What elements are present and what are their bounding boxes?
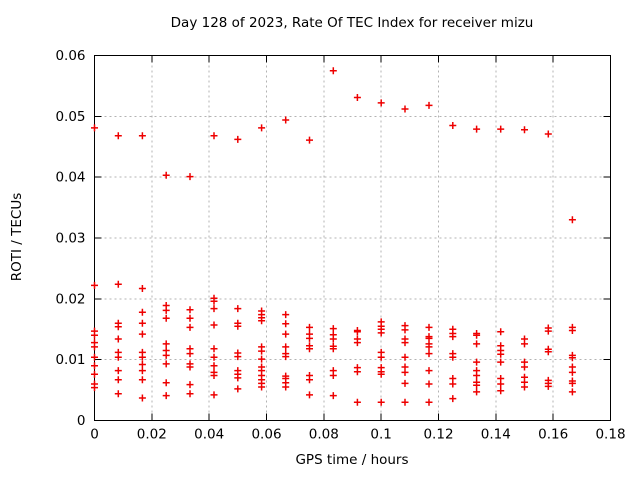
x-tick-label: 0.04: [194, 427, 224, 443]
x-tick-label: 0.14: [481, 427, 511, 443]
y-tick-label: 0: [77, 413, 86, 429]
tick-labels: 0 0.02 0.04 0.06 0.08 0.1 0.12 0.14 0.16 0.18 0 0.0…: [55, 48, 625, 443]
x-tick-label: 0.18: [595, 427, 625, 443]
x-tick-label: 0.02: [137, 427, 167, 443]
y-tick-label: 0.01: [55, 352, 85, 368]
y-tick-label: 0.04: [55, 170, 85, 186]
x-tick-label: 0.12: [423, 427, 453, 443]
plot-border: [94, 55, 611, 421]
y-tick-label: 0.06: [55, 48, 85, 64]
y-tick-label: 0.02: [55, 291, 85, 307]
x-axis-label: GPS time / hours: [295, 452, 409, 468]
data-points: [91, 67, 576, 406]
x-tick-label: 0.06: [251, 427, 281, 443]
x-tick-label: 0: [90, 427, 99, 443]
axis-ticks: [94, 55, 611, 421]
y-tick-label: 0.03: [55, 231, 85, 247]
x-tick-label: 0.1: [370, 427, 391, 443]
x-tick-label: 0.16: [538, 427, 568, 443]
x-tick-label: 0.08: [309, 427, 339, 443]
y-tick-label: 0.05: [55, 109, 85, 125]
chart-title: Day 128 of 2023, Rate Of TEC Index for r…: [170, 15, 534, 31]
grid-lines: [94, 55, 611, 421]
